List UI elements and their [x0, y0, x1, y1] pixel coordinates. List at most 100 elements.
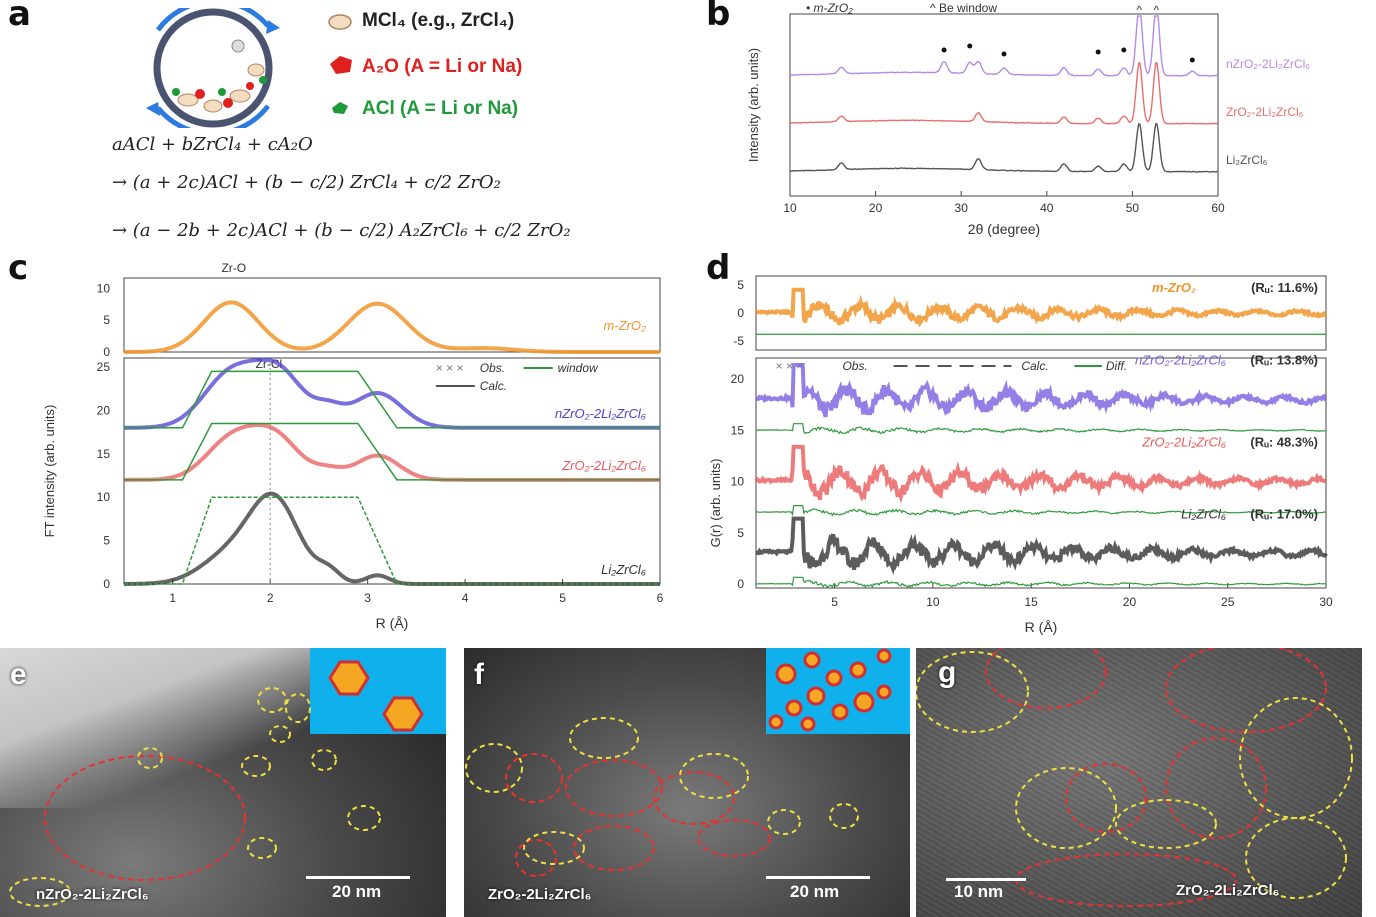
- x-tick-label-d-4: 25: [1221, 595, 1235, 609]
- pdf-series-label-0: nZrO₂-2Li₂ZrCl₆: [1135, 353, 1227, 368]
- x-tick-label-c-3: 4: [462, 591, 469, 605]
- inset-schematic-e: [310, 648, 446, 734]
- legend-obs-symbols-c: × × ×: [436, 361, 464, 375]
- x-tick-label-d-2: 15: [1024, 595, 1038, 609]
- y-tick-label-d-top-2: 5: [737, 278, 744, 292]
- ft-curve-2: [124, 491, 660, 586]
- scale-bar-g: [946, 878, 1026, 881]
- xrd-series-label-1: ZrO₂-2Li₂ZrCl₆: [1226, 105, 1304, 119]
- xrd-series-2: [789, 122, 1219, 173]
- x-tick-label-d-1: 10: [926, 595, 940, 609]
- panel-label-a: a: [8, 0, 31, 34]
- y-tick-label-d-bottom-0: 0: [737, 577, 744, 591]
- legend-calc-c: Calc.: [480, 379, 507, 393]
- pdf-curve-0: [755, 363, 1328, 418]
- legend-mcl4: MCl₄ (e.g., ZrCl₄): [362, 10, 515, 31]
- ball-mill-diagram: [146, 8, 280, 128]
- ft-series-label-2: Li₂ZrCl₆: [601, 562, 647, 577]
- pdf-diff-0: [756, 423, 1327, 435]
- x-tick-label-b-3: 40: [1040, 201, 1054, 215]
- mzro2-ft-curve: [124, 300, 660, 354]
- be-marker-0: ^: [1136, 3, 1142, 17]
- scale-bar-e: [306, 876, 410, 879]
- xrd-chart: 10 20 30 40 50 60 2θ (degree) Intensity (arb. u…: [746, 1, 1310, 237]
- tem-sample-label-g: ZrO₂-2Li₂ZrCl₆: [1176, 882, 1280, 899]
- x-axis-label-c: R (Å): [376, 615, 409, 631]
- y-tick-label-c-top-1: 5: [103, 313, 110, 327]
- scale-label-g: 10 nm: [954, 882, 1004, 901]
- mzro2-marker-3: [1095, 49, 1101, 55]
- xrd-series-1: [789, 61, 1219, 125]
- legend-diff-d: Diff.: [1106, 359, 1127, 373]
- legend-mzro2-b: • m-ZrO₂: [806, 1, 853, 15]
- tem-sample-label-e: nZrO₂-2Li₂ZrCl₆: [36, 886, 149, 903]
- y-tick-label-d-top-1: 0: [737, 306, 744, 320]
- x-tick-label-b-5: 60: [1211, 201, 1225, 215]
- y-tick-label-c-bottom-3: 15: [97, 447, 111, 461]
- x-tick-label-b-2: 30: [955, 201, 969, 215]
- mzro2-pdf-rw: (Rᵤ: 11.6%): [1251, 280, 1318, 295]
- y-tick-label-d-bottom-3: 15: [731, 423, 745, 437]
- x-tick-label-d-5: 30: [1319, 595, 1333, 609]
- legend-obs-c: Obs.: [480, 361, 505, 375]
- pdf-series-label-1: ZrO₂-2Li₂ZrCl₆: [1141, 435, 1227, 450]
- plot-frame-d-top: [755, 275, 1327, 351]
- legend-window-c: window: [558, 361, 599, 375]
- y-tick-label-c-top-0: 0: [103, 345, 110, 359]
- x-tick-label-b-4: 50: [1126, 201, 1140, 215]
- x-axis-label-b: 2θ (degree): [968, 221, 1040, 237]
- legend-acl: ACl (A = Li or Na): [362, 98, 519, 119]
- pdf-series-rw-0: (Rᵤ: 13.8%): [1250, 353, 1318, 368]
- y-axis-label-c: FT intensity (arb. units): [42, 405, 57, 538]
- xrd-series-label-0: nZrO₂-2Li₂ZrCl₆: [1226, 57, 1310, 71]
- x-tick-label-c-4: 5: [559, 591, 566, 605]
- plot-frame-c-top: [123, 277, 661, 353]
- y-axis-label-b: Intensity (arb. units): [746, 48, 761, 162]
- x-tick-label-b-0: 10: [783, 201, 797, 215]
- panel-label-d: d: [706, 248, 731, 288]
- legend-obs-symbols-d: × × ×: [776, 359, 804, 373]
- be-marker-1: ^: [1154, 3, 1160, 17]
- plot-frame-c-bottom: [123, 357, 661, 585]
- legend-symbols: [328, 14, 352, 114]
- x-tick-label-c-0: 1: [169, 591, 176, 605]
- y-tick-label-d-top-0: -5: [733, 334, 744, 348]
- pdf-chart: -5 0 5 0 5 10 15 20 5 10 15 20 25 30 R (Å) G(r) (arb. u…: [708, 275, 1333, 635]
- plot-frame-d-bottom: [755, 357, 1327, 589]
- legend-calc-d: Calc.: [1021, 359, 1048, 373]
- xrd-series-0: [789, 15, 1219, 77]
- plot-frame-b: [789, 13, 1219, 197]
- equation-1: aACl + bZrCl₄ + cA₂O: [112, 134, 313, 155]
- panel-label-g: g: [938, 656, 957, 689]
- x-tick-label-d-0: 5: [831, 595, 838, 609]
- y-tick-label-d-bottom-4: 20: [731, 372, 745, 386]
- tem-image-f: f ZrO₂-2Li₂ZrCl₆ 20 nm: [464, 648, 910, 917]
- pdf-series-rw-2: (Rᵤ: 17.0%): [1250, 506, 1318, 521]
- x-tick-label-c-2: 3: [364, 591, 371, 605]
- y-tick-label-c-top-2: 10: [97, 281, 111, 295]
- ft-series-label-0: nZrO₂-2Li₂ZrCl₆: [555, 406, 647, 421]
- x-tick-label-b-1: 20: [869, 201, 883, 215]
- window-0: [124, 370, 660, 429]
- y-axis-label-d: G(r) (arb. units): [708, 459, 723, 548]
- window-2: [124, 496, 660, 585]
- xrd-series-label-2: Li₂ZrCl₆: [1226, 153, 1268, 167]
- equation-2: → (a + 2c)ACl + (b − c/2) ZrCl₄ + c/2 Zr…: [112, 172, 501, 193]
- mzro2-marker-1: [967, 43, 973, 49]
- panel-label-b: b: [706, 0, 731, 34]
- legend-a2o: A₂O (A = Li or Na): [362, 56, 523, 77]
- mzro2-marker-2: [1001, 51, 1007, 57]
- ft-series-label-1: ZrO₂-2Li₂ZrCl₆: [561, 458, 647, 473]
- pdf-curve-1: [754, 444, 1327, 504]
- pdf-diff-1: [755, 505, 1327, 517]
- panel-label-f: f: [474, 658, 484, 691]
- scale-label-f: 20 nm: [790, 882, 840, 901]
- scale-bar-f: [766, 876, 870, 879]
- equation-3: → (a − 2b + 2c)ACl + (b − c/2) A₂ZrCl₆ +…: [112, 220, 571, 241]
- y-tick-label-c-bottom-1: 5: [103, 534, 110, 548]
- mzro2-marker-0: [941, 47, 947, 53]
- y-tick-label-d-bottom-2: 10: [731, 475, 745, 489]
- x-tick-label-c-5: 6: [657, 591, 664, 605]
- mzro2-pdf-curve: [754, 287, 1328, 328]
- y-tick-label-c-bottom-0: 0: [103, 577, 110, 591]
